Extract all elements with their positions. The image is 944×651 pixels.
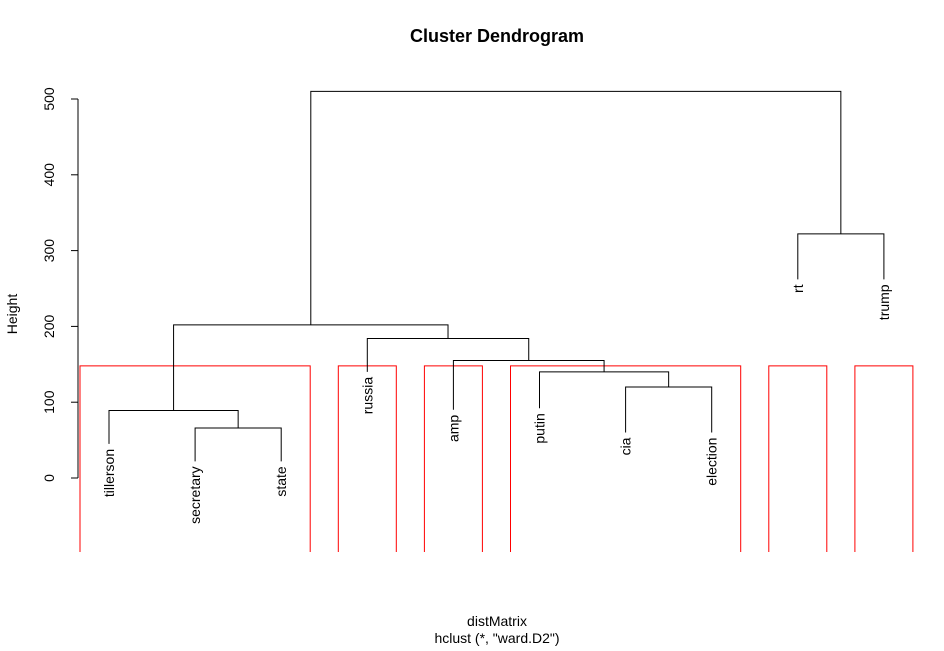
chart-title: Cluster Dendrogram — [410, 26, 584, 46]
merge-link — [194, 427, 282, 462]
leaf-label: trump — [876, 284, 892, 320]
leaf-labels: tillerson secretary state russia amp putin cia… — [101, 284, 892, 524]
cluster-boxes — [79, 365, 914, 552]
leaf-label: putin — [532, 413, 548, 443]
leaf-label: secretary — [187, 466, 203, 524]
x-axis-label: distMatrix — [467, 613, 527, 629]
y-tick-label: 400 — [41, 163, 57, 187]
leaf-label: rt — [790, 284, 806, 293]
y-tick-label: 300 — [41, 239, 57, 263]
y-tick-label: 0 — [41, 474, 57, 482]
merge-link — [539, 371, 670, 409]
cluster-box — [510, 365, 742, 552]
merge-link — [173, 324, 449, 411]
y-tick-label: 100 — [41, 390, 57, 414]
leaf-label: election — [704, 438, 720, 486]
merge-link — [625, 386, 713, 433]
cluster-box — [768, 365, 828, 552]
cluster-box — [79, 365, 311, 552]
leaf-label: russia — [359, 377, 375, 415]
dendrogram-tree — [108, 90, 885, 462]
y-axis: 0 100 200 300 400 500 — [41, 87, 79, 482]
y-tick-label: 500 — [41, 87, 57, 111]
merge-link — [452, 360, 605, 410]
merge-link — [108, 410, 239, 444]
merge-link — [366, 338, 530, 372]
leaf-label: state — [273, 466, 289, 497]
method-sublabel: hclust (*, "ward.D2") — [434, 630, 559, 646]
leaf-label: amp — [445, 415, 461, 442]
leaf-label: tillerson — [101, 449, 117, 497]
y-axis-label: Height — [4, 294, 20, 335]
leaf-label: cia — [618, 437, 634, 455]
merge-link — [797, 233, 885, 280]
y-tick-label: 200 — [41, 315, 57, 339]
merge-link — [310, 90, 842, 325]
cluster-box — [854, 365, 914, 552]
